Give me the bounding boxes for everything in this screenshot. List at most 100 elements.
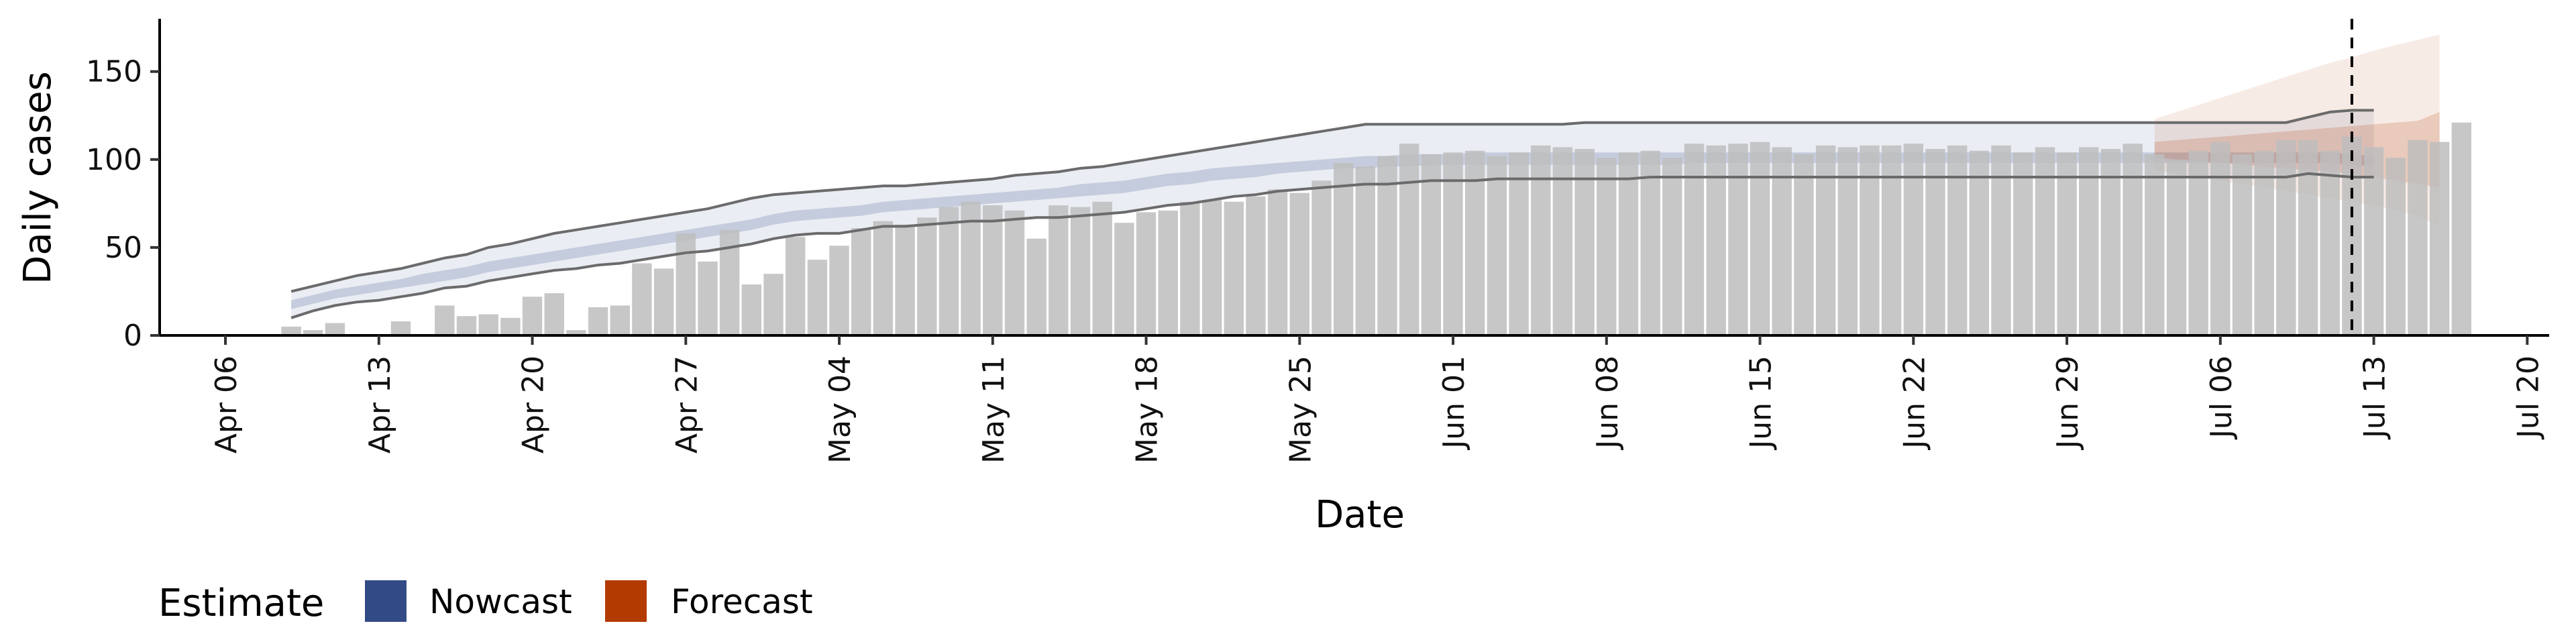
x-tick-label: Jun 15 (1744, 356, 1778, 451)
case-bar (1815, 145, 1836, 336)
case-bar (1947, 145, 1968, 336)
case-bar (1706, 145, 1726, 336)
y-tick-label: 50 (105, 231, 142, 265)
case-bar (917, 217, 937, 335)
y-tick-label: 150 (86, 55, 142, 89)
nowcast-upper-line (290, 109, 2374, 293)
x-tick-label: May 04 (823, 356, 857, 464)
case-bar (1311, 180, 1332, 335)
x-tick-label: Jun 01 (1437, 356, 1471, 451)
case-bar (2385, 158, 2406, 335)
case-bar (435, 305, 455, 335)
case-bar (1026, 238, 1046, 335)
case-bar (1443, 152, 1463, 336)
bar-layer (281, 122, 2471, 336)
case-bar (2166, 159, 2187, 336)
case-bar (1509, 152, 1529, 336)
case-bar (1640, 150, 1660, 335)
case-bar (1574, 149, 1595, 335)
case-bar (1355, 166, 1375, 335)
x-tick-label: Apr 20 (517, 356, 551, 453)
case-bar (1267, 189, 1288, 335)
case-bar (2100, 149, 2121, 335)
y-tick-label: 100 (86, 143, 142, 177)
x-axis-title: Date (1315, 493, 1405, 537)
case-bar (566, 330, 586, 335)
case-bar (1070, 207, 1091, 335)
case-bar (1925, 149, 1945, 335)
case-bar (1662, 158, 1682, 335)
case-bar (1881, 145, 1902, 336)
line-layer (290, 19, 2374, 335)
legend-swatch-nowcast (365, 580, 407, 622)
x-tick-label: Jun 22 (1897, 356, 1931, 451)
case-bar (1465, 150, 1485, 335)
case-bar (2123, 144, 2143, 335)
case-bar (1750, 142, 1770, 335)
case-bar (1289, 193, 1309, 335)
x-tick-label: Jul 06 (2204, 356, 2239, 440)
case-bar (2145, 154, 2165, 335)
case-bar (653, 268, 674, 335)
case-bar (478, 314, 498, 335)
x-tick-label: May 11 (977, 356, 1011, 464)
case-bar (1114, 223, 1134, 335)
case-bar (873, 221, 894, 335)
legend-label-forecast: Forecast (671, 582, 813, 621)
y-tick-label: 0 (123, 319, 142, 353)
case-bar (1728, 144, 1748, 335)
case-bar (1991, 145, 2011, 336)
case-bar (632, 263, 652, 335)
x-tick-label: Apr 13 (363, 356, 397, 453)
case-bar (829, 246, 849, 335)
case-bar (281, 326, 301, 335)
case-bar (786, 237, 806, 335)
case-bar (456, 316, 477, 335)
x-tick-label: Jun 29 (2051, 356, 2085, 451)
case-bar (544, 293, 564, 335)
case-bar (895, 224, 915, 335)
case-bar (2320, 150, 2340, 335)
case-bar (1552, 147, 1573, 335)
x-tick-label: Apr 27 (669, 356, 704, 453)
x-tick-label: Jul 13 (2358, 356, 2392, 440)
x-tick-label: Apr 06 (209, 356, 244, 453)
case-bar (2013, 152, 2033, 336)
legend-label-nowcast: Nowcast (429, 582, 572, 621)
case-bar (390, 321, 411, 335)
case-bar (676, 233, 696, 335)
case-bar (2451, 122, 2471, 335)
case-bar (325, 323, 345, 335)
case-bar (961, 201, 981, 335)
case-bar (983, 205, 1003, 335)
case-bar (1158, 210, 1178, 335)
x-tick-label: May 25 (1283, 356, 1318, 464)
case-bar (1487, 156, 1507, 335)
case-bar (2408, 140, 2428, 335)
case-bar (1684, 144, 1705, 335)
case-bar (1049, 205, 1069, 335)
case-bar (1246, 196, 1266, 335)
case-bar (2035, 147, 2055, 335)
y-axis-title: Daily cases (16, 71, 60, 284)
case-bar (500, 317, 521, 335)
case-bar (1334, 163, 1354, 335)
case-bar (2363, 147, 2384, 335)
legend: Estimate Nowcast Forecast (158, 580, 813, 625)
x-tick-label: May 18 (1130, 356, 1165, 464)
x-tick-label: Jun 08 (1591, 356, 1625, 451)
case-bar (1136, 212, 1157, 335)
case-bar (1224, 201, 1244, 335)
case-bar (2298, 140, 2318, 335)
case-bar (2057, 152, 2077, 336)
case-bar (1794, 154, 1814, 335)
case-bar (303, 330, 323, 335)
case-bar (938, 207, 959, 335)
case-bar (2254, 150, 2274, 335)
case-bar (741, 284, 761, 335)
case-bar (1837, 147, 1858, 335)
case-bar (1597, 158, 1617, 335)
case-bar (2429, 142, 2450, 335)
case-bar (1531, 145, 1551, 336)
